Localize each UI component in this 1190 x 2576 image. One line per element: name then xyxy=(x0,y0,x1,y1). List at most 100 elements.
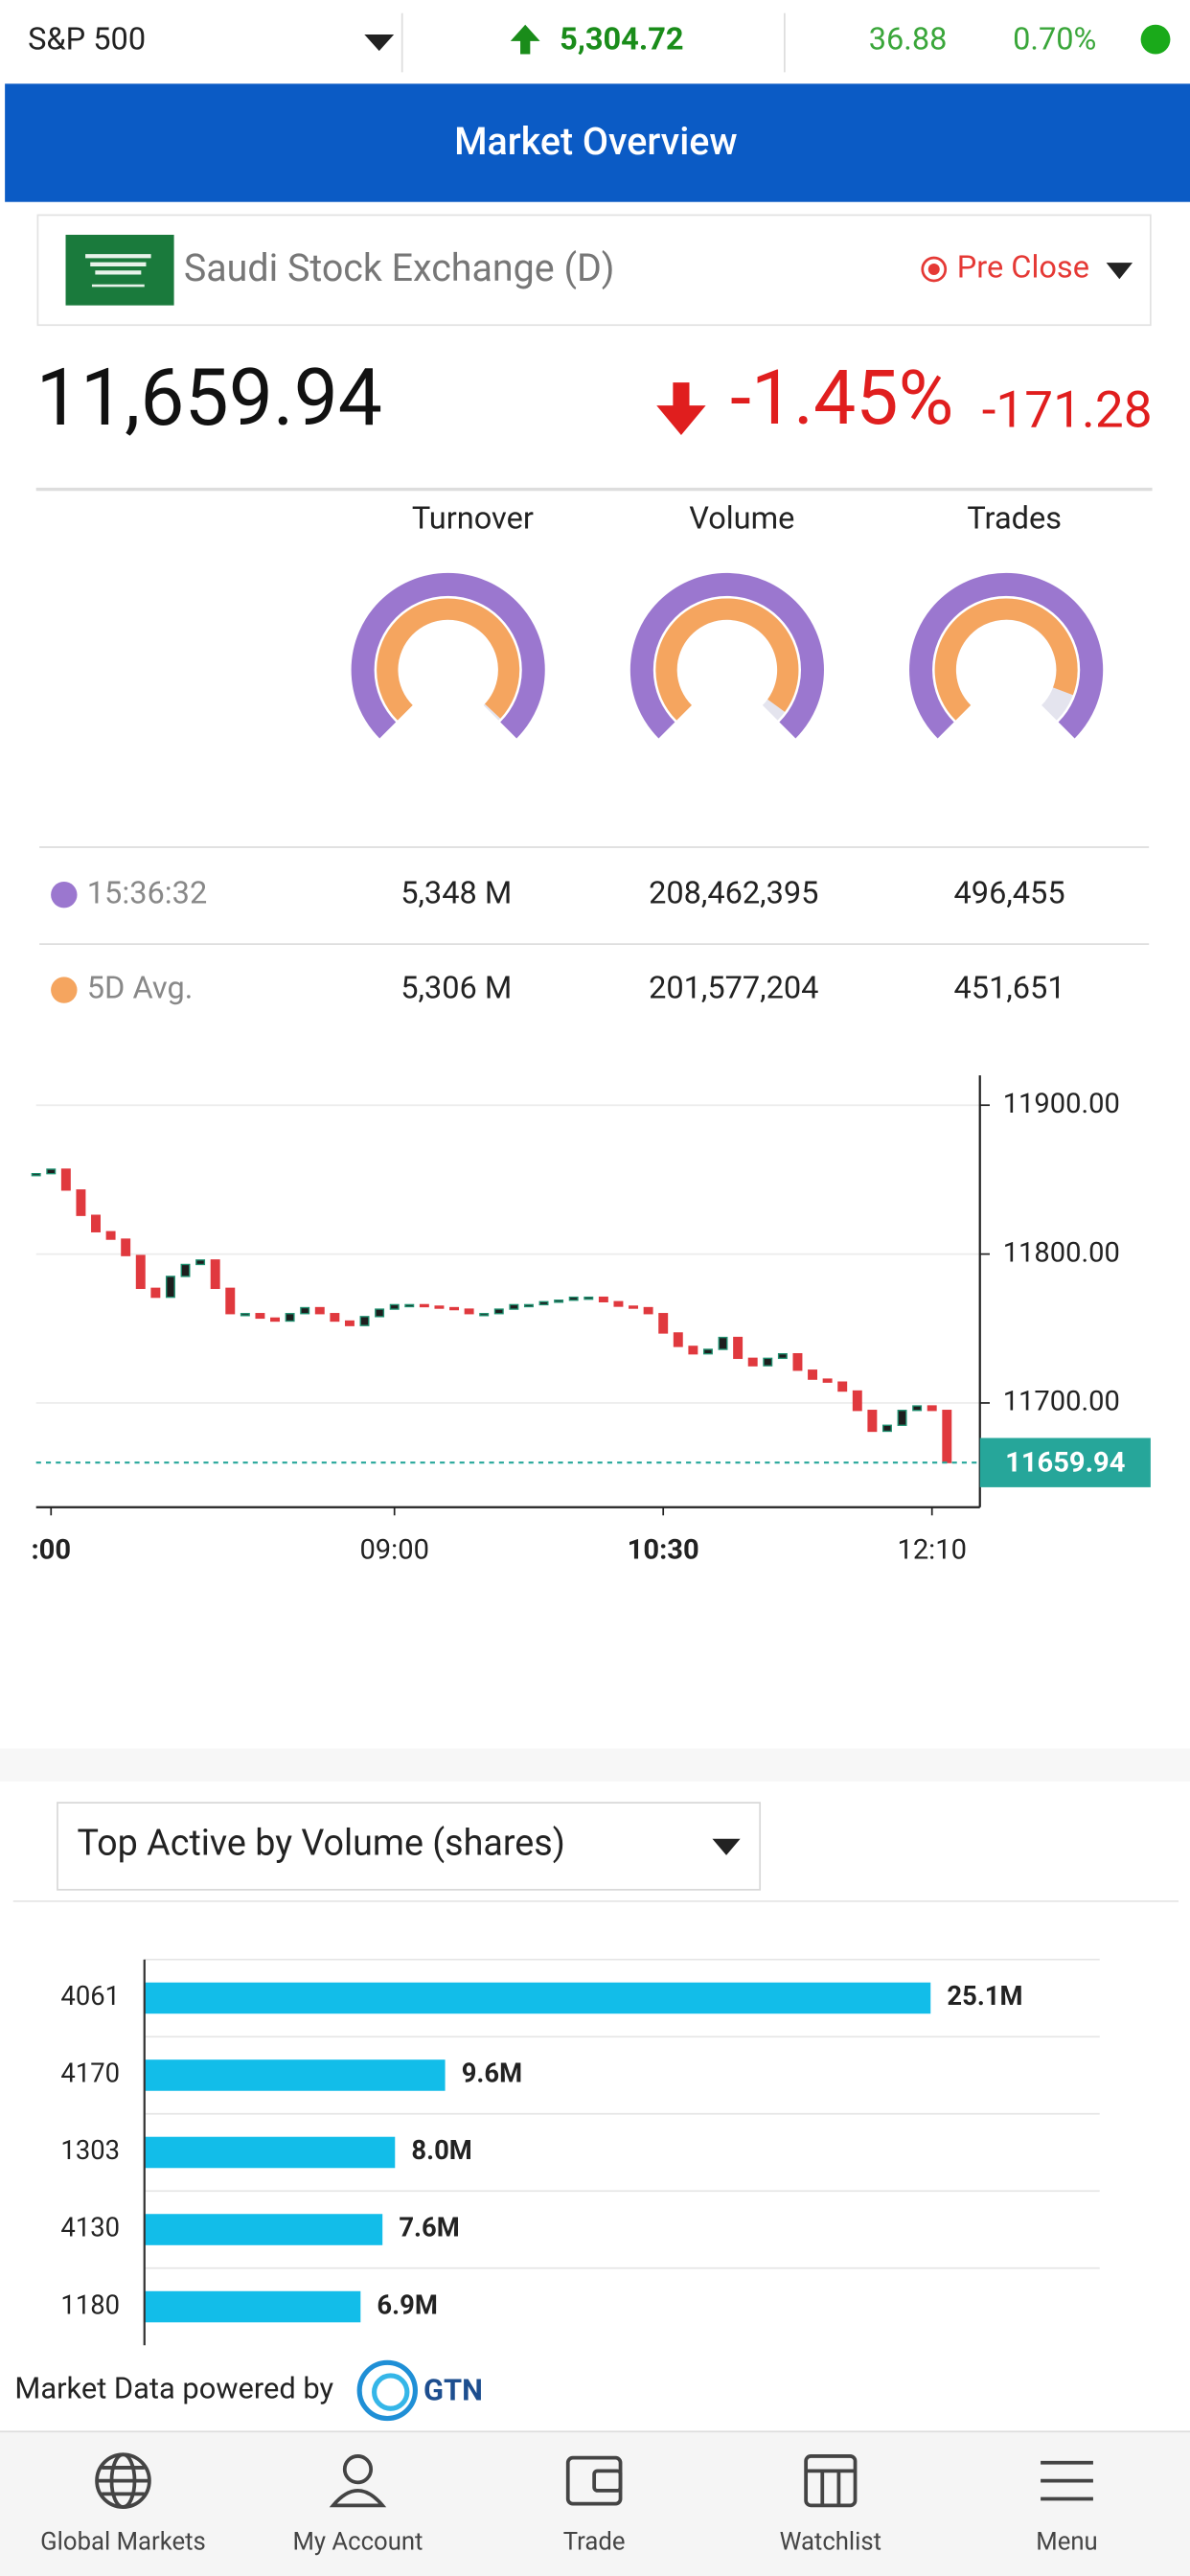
exchange-change-pct: -1.45% xyxy=(730,355,953,443)
candle xyxy=(314,1306,325,1315)
logo-ring xyxy=(356,2359,418,2422)
candle xyxy=(688,1346,698,1355)
index-name[interactable]: S&P 500 xyxy=(28,20,146,57)
x-tick-label: :00 xyxy=(31,1534,71,1567)
flag xyxy=(65,234,174,306)
bar xyxy=(144,1982,931,2014)
candle xyxy=(493,1308,504,1315)
candle xyxy=(942,1410,952,1463)
candle xyxy=(733,1336,744,1360)
candle xyxy=(912,1405,923,1412)
bar xyxy=(144,2290,361,2323)
x-tick-label: 12:10 xyxy=(897,1534,966,1567)
legend-dot xyxy=(51,881,78,908)
candle xyxy=(584,1296,594,1300)
y-tick-label: 11700.00 xyxy=(1003,1386,1120,1418)
trade-icon[interactable] xyxy=(565,2455,623,2506)
brand-name: GTN xyxy=(423,2372,483,2407)
y-tick-label: 4061 xyxy=(60,1981,120,2012)
status-icon xyxy=(927,263,940,275)
bar-value-label: 8.0M xyxy=(411,2135,471,2166)
stat-value: 496,455 xyxy=(954,874,1065,910)
candle xyxy=(344,1320,355,1326)
candle xyxy=(105,1230,116,1240)
gauge-outer xyxy=(351,572,545,739)
candle xyxy=(702,1348,713,1355)
x-tick-label: 10:30 xyxy=(628,1534,699,1567)
candle xyxy=(434,1305,445,1309)
gauge-inner xyxy=(655,598,799,721)
y-tick-label: 4170 xyxy=(60,2058,120,2089)
candle xyxy=(822,1378,833,1383)
candle xyxy=(852,1390,862,1412)
candle xyxy=(763,1357,773,1367)
candle xyxy=(195,1259,206,1266)
candle xyxy=(629,1305,639,1309)
exchange-dropdown[interactable] xyxy=(1106,263,1133,280)
candle xyxy=(479,1313,490,1317)
candle xyxy=(225,1287,236,1315)
nav-label[interactable]: Menu xyxy=(1036,2528,1097,2557)
bar xyxy=(144,2059,446,2091)
index-change: 36.88 xyxy=(869,20,948,57)
watchlist-icon[interactable] xyxy=(804,2454,858,2508)
current-price-label: 11659.94 xyxy=(1005,1447,1125,1480)
nav-label[interactable]: Watchlist xyxy=(780,2528,882,2557)
bar xyxy=(144,2214,383,2245)
gauge-title: Trades xyxy=(967,500,1062,537)
candle xyxy=(927,1405,937,1412)
gauge-inner xyxy=(377,598,520,721)
candle xyxy=(300,1306,310,1315)
y-tick-label: 11800.00 xyxy=(1003,1236,1120,1269)
candle xyxy=(658,1313,669,1334)
exchange-change: -171.28 xyxy=(982,380,1153,440)
candle xyxy=(718,1336,728,1350)
down-arrow xyxy=(656,382,706,435)
gauge-title: Turnover xyxy=(412,500,534,537)
row-label: 15:36:32 xyxy=(87,874,207,910)
logo-ring xyxy=(372,2373,410,2411)
candle xyxy=(449,1306,459,1311)
exchange-name: Saudi Stock Exchange (D) xyxy=(184,245,615,290)
candle xyxy=(881,1424,892,1433)
candle xyxy=(643,1306,653,1315)
x-tick-label: 09:00 xyxy=(359,1534,428,1567)
exchange-card[interactable] xyxy=(36,214,1152,327)
top-active-select[interactable] xyxy=(57,1802,762,1891)
bar xyxy=(144,2136,396,2169)
stat-value: 208,462,395 xyxy=(649,874,818,910)
gauge-inner xyxy=(934,598,1078,721)
bar-value-label: 7.6M xyxy=(399,2213,459,2243)
intraday-chart: 11700.00 11800.00 11900.00:00 09:00 10:30 12:… xyxy=(31,1075,1151,1567)
bar-chart: 4061 25.1M 4170 9.6M 1303 8.0M 4130 7.6M 1180 6.9… xyxy=(60,1958,1100,2346)
candle xyxy=(538,1300,549,1306)
candle xyxy=(135,1254,146,1290)
nav-label[interactable]: Global Markets xyxy=(40,2528,206,2557)
candle xyxy=(210,1259,220,1290)
status-dot xyxy=(1140,24,1171,55)
candle xyxy=(404,1303,415,1308)
menu-icon[interactable] xyxy=(1041,2460,1093,2501)
candle xyxy=(76,1189,86,1216)
stat-value: 5,306 M xyxy=(400,970,512,1006)
candle xyxy=(180,1263,191,1277)
nav-label[interactable]: Trade xyxy=(563,2528,626,2557)
candle xyxy=(747,1357,758,1367)
bar-value-label: 6.9M xyxy=(377,2289,437,2320)
candle xyxy=(808,1369,818,1380)
exchange-status: Pre Close xyxy=(957,249,1089,286)
index-dropdown[interactable] xyxy=(364,34,395,52)
candle xyxy=(598,1296,608,1302)
stat-value: 5,348 M xyxy=(400,874,512,910)
candle xyxy=(509,1303,519,1310)
globe-icon[interactable] xyxy=(95,2452,151,2509)
candle xyxy=(673,1332,683,1347)
stats: Turnover Volume Trades 15:36:32 5,348 M 208,4… xyxy=(39,500,1150,1006)
account-icon[interactable] xyxy=(329,2454,387,2508)
candle xyxy=(792,1352,803,1371)
candle xyxy=(777,1352,788,1360)
candle xyxy=(837,1381,848,1392)
nav-label[interactable]: My Account xyxy=(292,2528,423,2557)
candle xyxy=(240,1313,250,1317)
